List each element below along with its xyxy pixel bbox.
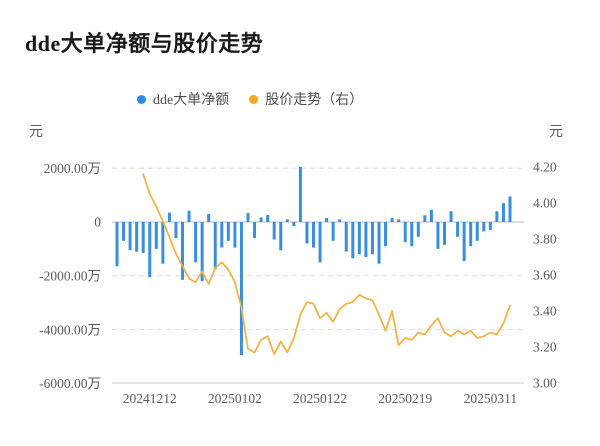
x-axis-tick-label: 20250219 <box>378 391 432 406</box>
x-axis-tick-label: 20250102 <box>208 391 262 406</box>
right-axis-tick-label: 3.40 <box>533 304 557 319</box>
bar <box>272 222 276 240</box>
bar <box>475 222 479 241</box>
legend: dde大单净额 股价走势（右） <box>137 89 363 109</box>
bar <box>436 222 440 249</box>
bar <box>312 222 315 248</box>
bar <box>456 222 460 237</box>
legend-label-dde: dde大单净额 <box>153 93 230 108</box>
bar <box>181 222 184 280</box>
right-axis-tick-label: 4.20 <box>533 160 557 175</box>
bar <box>443 222 446 245</box>
bar <box>226 222 230 241</box>
bar <box>213 222 217 270</box>
bar <box>305 222 309 244</box>
bar <box>135 222 139 252</box>
bar <box>390 217 394 222</box>
right-axis-tick-label: 3.80 <box>533 232 557 247</box>
right-axis-tick-label: 3.60 <box>533 268 557 283</box>
bar <box>377 222 381 264</box>
bar <box>259 217 263 222</box>
price-line <box>142 173 511 356</box>
bar <box>469 222 473 247</box>
bar <box>233 222 237 248</box>
bar <box>488 222 492 231</box>
bar <box>154 222 158 249</box>
x-axis-tick-label: 20250311 <box>464 391 518 406</box>
bar <box>495 211 499 222</box>
legend-item-price[interactable]: 股价走势（右） <box>249 89 363 109</box>
bar-series <box>115 166 512 356</box>
bar <box>298 166 302 222</box>
x-axis-tick-label: 20250122 <box>293 391 347 406</box>
bar <box>403 222 407 243</box>
bar <box>200 222 204 282</box>
bar <box>501 203 505 222</box>
bar <box>416 222 420 237</box>
x-axis-tick-label: 20241212 <box>123 391 177 406</box>
bar <box>187 210 191 222</box>
bar <box>482 222 486 232</box>
left-axis-tick-label: -4000.00万 <box>39 322 101 337</box>
bar <box>115 222 119 267</box>
legend-label-price: 股价走势（右） <box>265 93 364 108</box>
right-axis-tick-label: 4.00 <box>533 196 557 211</box>
left-axis-tick-label: -6000.00万 <box>39 376 101 391</box>
bar <box>239 222 243 356</box>
bar <box>122 222 126 241</box>
bar <box>128 222 132 251</box>
bar <box>148 222 152 278</box>
bar <box>423 215 427 222</box>
right-axis-tick-label: 3.00 <box>533 376 557 391</box>
bar <box>279 222 283 251</box>
bar <box>508 196 512 222</box>
bar <box>207 213 211 222</box>
legend-dot-orange-icon <box>249 94 259 104</box>
bar <box>357 222 361 255</box>
bar <box>318 222 322 263</box>
left-axis-unit: 元 <box>29 125 43 140</box>
bar <box>370 222 374 255</box>
bar <box>246 213 250 222</box>
bar <box>220 222 224 248</box>
bar <box>338 219 342 222</box>
bar <box>429 209 433 222</box>
bar <box>266 215 270 222</box>
legend-dot-blue-icon <box>137 94 146 104</box>
bar <box>161 222 165 264</box>
bar <box>194 222 198 263</box>
page-title: dde大单净额与股价走势 <box>25 31 264 56</box>
bar <box>397 219 401 222</box>
bar <box>449 211 453 222</box>
bar <box>462 222 466 261</box>
right-axis-tick-label: 3.20 <box>533 340 557 355</box>
left-axis-tick-label: 0 <box>94 215 101 230</box>
bar <box>364 222 368 257</box>
left-axis-tick-label: -2000.00万 <box>39 269 101 284</box>
bar <box>344 222 348 252</box>
bar <box>292 222 296 227</box>
bar <box>331 222 335 241</box>
bar <box>325 217 329 222</box>
right-axis-unit: 元 <box>549 125 563 140</box>
bar <box>351 222 355 259</box>
left-axis-tick-label: 2000.00万 <box>44 161 101 176</box>
bar <box>384 222 388 247</box>
bar <box>141 222 145 253</box>
bar <box>253 222 257 239</box>
bar <box>410 222 414 247</box>
legend-item-dde[interactable]: dde大单净额 <box>137 89 229 109</box>
bar <box>174 222 178 239</box>
bar <box>167 212 171 222</box>
bar <box>285 219 289 222</box>
